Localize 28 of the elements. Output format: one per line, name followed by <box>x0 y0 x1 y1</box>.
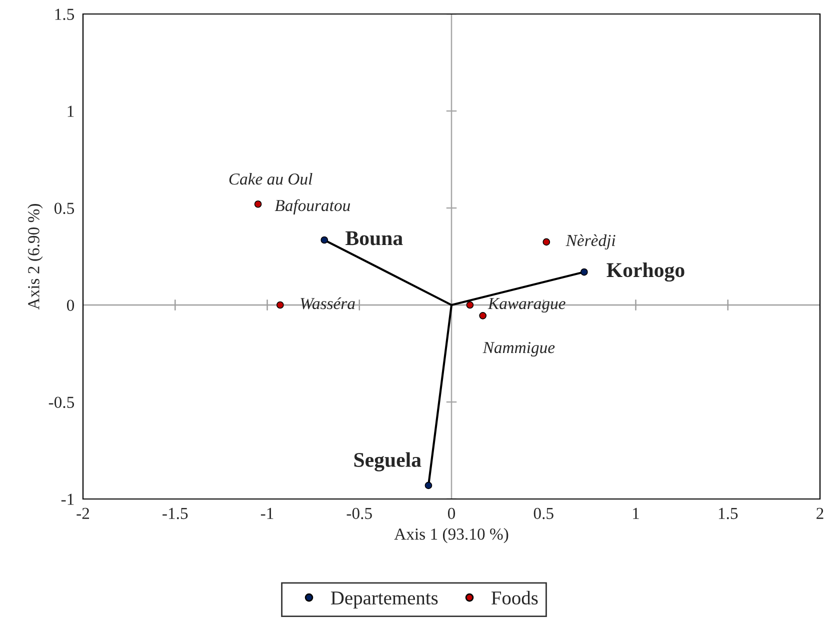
y-tick-label: 0.5 <box>54 202 74 214</box>
x-tick-label: -1.5 <box>162 508 188 520</box>
y-tick-label: -1 <box>61 494 74 505</box>
annotation: Wasséra <box>300 297 355 310</box>
x-tick-label: -2 <box>76 508 90 519</box>
legend-label: Foods <box>491 590 538 605</box>
x-tick-label: 0 <box>448 508 456 520</box>
annotation: Bafouratou <box>274 199 350 215</box>
y-tick-label: 1.5 <box>55 8 74 20</box>
x-tick-label: -1 <box>260 508 274 519</box>
x-tick-label: 0.5 <box>534 508 554 520</box>
y-tick-label: -0.5 <box>48 396 74 408</box>
legend-label: Departements <box>330 592 438 608</box>
annotation: Korhogo <box>606 262 684 282</box>
annotation: Nèrèdji <box>566 234 616 250</box>
annotation: Bouna <box>346 231 403 246</box>
x-tick-label: -0.5 <box>346 508 372 520</box>
y-tick-label: 1 <box>68 106 74 117</box>
annotation: Seguela <box>354 452 422 472</box>
x-tick-label: 1.5 <box>718 508 738 520</box>
x-tick-label: 1 <box>633 508 639 519</box>
y-tick-label: 0 <box>66 300 74 311</box>
x-tick-label: 2 <box>816 508 824 519</box>
x-axis-title: Axis 1 (93.10 %) <box>394 528 508 544</box>
annotation: Nammigue <box>482 342 555 357</box>
y-axis-title: Axis 2 (6.90 %) <box>28 204 43 310</box>
annotation: Kawarague <box>488 298 566 313</box>
annotation: Cake au Oul <box>229 172 312 185</box>
